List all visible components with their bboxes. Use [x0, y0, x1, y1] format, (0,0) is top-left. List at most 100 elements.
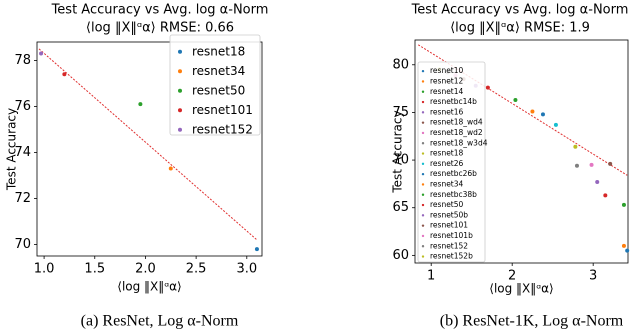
point: [39, 51, 44, 56]
legend-label: resnet14: [430, 87, 464, 96]
legend-marker: [421, 162, 425, 166]
point: [621, 243, 626, 248]
legend-marker: [421, 142, 425, 145]
point: [553, 122, 558, 127]
legend-marker: [178, 88, 182, 93]
legend-label: resnet152b: [430, 252, 473, 261]
chart-title: Test Accuracy vs Avg. log α-Norm: [51, 3, 269, 18]
point: [608, 161, 613, 166]
legend-marker: [178, 69, 182, 74]
legend-marker: [421, 80, 425, 83]
legend-label: resnetbc26b: [430, 169, 477, 178]
legend-label: resnet50: [192, 83, 245, 97]
x-tick-label: 2: [508, 269, 516, 284]
x-tick-label: 3.0: [236, 262, 257, 277]
y-tick-label: 70: [14, 237, 31, 252]
legend-marker: [421, 100, 425, 104]
legend-marker: [421, 152, 425, 155]
x-tick-label: 2.0: [135, 262, 156, 277]
point: [573, 144, 578, 149]
legend-label: resnet18_w3d4: [430, 138, 488, 147]
y-tick-label: 75: [392, 105, 409, 120]
legend-marker: [421, 69, 425, 73]
legend-label: resnet18_wd4: [430, 118, 483, 127]
legend-label: resnet34: [430, 179, 464, 188]
point: [603, 193, 608, 198]
legend-label: resnet50: [430, 200, 464, 209]
y-tick-label: 76: [14, 99, 31, 114]
point: [485, 85, 490, 90]
y-tick-label: 80: [392, 57, 409, 72]
legend-marker: [421, 111, 425, 114]
legend-marker: [421, 131, 425, 135]
point: [530, 109, 535, 114]
x-tick-label: 1.0: [34, 262, 55, 277]
point: [168, 166, 173, 171]
legend-marker: [421, 214, 425, 217]
legend-label: resnet152: [192, 122, 253, 136]
trend-line: [38, 48, 258, 241]
point: [574, 163, 579, 168]
legend-marker: [421, 203, 425, 207]
legend-label: resnet26: [430, 159, 464, 168]
caption: (a) ResNet, Log α-Norm: [81, 313, 239, 330]
legend-label: resnet101: [430, 221, 468, 230]
y-tick-label: 60: [392, 248, 409, 263]
legend-label: resnet10: [430, 66, 464, 75]
chart-subtitle: ⟨log ‖X‖ᵅα⟩ RMSE: 0.66: [86, 21, 234, 36]
x-tick-label: 1: [427, 269, 435, 284]
legend-label: resnetbc14b: [430, 97, 477, 106]
plot-frame: [36, 41, 263, 257]
legend-label: resnet101b: [430, 231, 473, 240]
legend-marker: [421, 90, 425, 93]
legend-marker: [421, 255, 425, 258]
y-axis-label: Test Accuracy: [391, 110, 405, 193]
caption: (b) ResNet-1K, Log α-Norm: [440, 313, 624, 330]
legend-label: resnet34: [192, 64, 245, 78]
point: [589, 162, 594, 167]
legend-marker: [421, 183, 425, 186]
legend-label: resnet18_wd2: [430, 128, 483, 137]
x-tick-label: 1.5: [84, 262, 105, 277]
point: [625, 248, 630, 253]
legend-label: resnet101: [192, 103, 253, 117]
point: [540, 112, 545, 117]
legend-marker: [178, 127, 182, 132]
legend-label: resnet12: [430, 76, 464, 85]
y-tick-label: 78: [14, 53, 31, 68]
legend-label: resnet18: [430, 149, 464, 158]
legend-label: resnet16: [430, 107, 464, 116]
point: [62, 72, 67, 77]
legend-marker: [178, 49, 182, 54]
legend-marker: [421, 224, 425, 227]
x-tick-label: 2.5: [186, 262, 207, 277]
trend-line: [417, 44, 628, 176]
legend-marker: [178, 108, 182, 113]
point: [138, 102, 143, 107]
y-axis-label: Test Accuracy: [5, 108, 19, 191]
legend-marker: [421, 193, 425, 196]
legend-label: resnet50b: [430, 210, 468, 219]
point: [513, 98, 518, 103]
x-axis-label: ⟨log ‖X‖ᵅα⟩: [489, 282, 553, 296]
point: [621, 202, 626, 207]
point: [254, 247, 259, 252]
x-axis-label: ⟨log ‖X‖ᵅα⟩: [117, 280, 181, 294]
legend-label: resnet152: [430, 241, 468, 250]
legend-label: resnet18: [192, 44, 245, 58]
y-tick-label: 65: [392, 200, 409, 215]
legend-label: resnetbc38b: [430, 190, 477, 199]
chart-subtitle: ⟨log ‖X‖ᵅα⟩ RMSE: 1.9: [450, 21, 590, 36]
legend-marker: [421, 172, 425, 176]
plot-frame: [414, 39, 629, 264]
y-tick-label: 72: [14, 191, 31, 206]
legend-marker: [421, 245, 425, 248]
legend-box: [417, 61, 486, 263]
point: [595, 179, 600, 184]
y-tick-label: 74: [14, 145, 31, 160]
legend-marker: [421, 121, 425, 124]
x-tick-label: 3: [589, 269, 597, 284]
y-tick-label: 70: [392, 153, 409, 168]
chart-title: Test Accuracy vs Avg. log α-Norm: [411, 3, 629, 18]
